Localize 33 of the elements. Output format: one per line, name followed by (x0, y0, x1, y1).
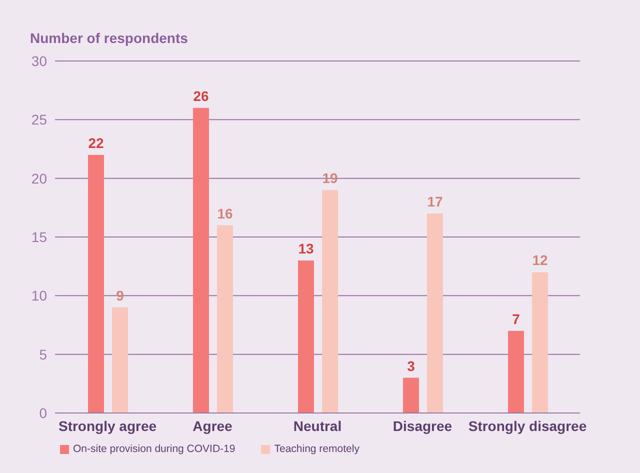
bar (88, 154, 104, 413)
x-tick-label: Disagree (392, 418, 452, 434)
data-label: 17 (427, 194, 443, 210)
bar (217, 225, 233, 413)
bar (322, 190, 338, 413)
x-tick-label: Strongly agree (58, 418, 157, 434)
y-tick-label: 15 (31, 228, 48, 245)
bar (427, 214, 443, 413)
chart-title: Number of respondents (30, 30, 188, 46)
bar (532, 272, 548, 413)
bar (403, 378, 419, 413)
y-tick-label: 25 (31, 112, 48, 128)
legend-label: Teaching remotely (274, 443, 360, 455)
x-tick-label: Agree (192, 418, 233, 434)
data-label: 12 (532, 252, 548, 268)
y-tick-label: 5 (39, 346, 48, 362)
x-tick-label: Neutral (293, 418, 342, 434)
data-label: 7 (512, 310, 520, 327)
y-tick-label: 30 (31, 52, 48, 69)
bar (193, 108, 209, 413)
bar (508, 330, 524, 413)
bar (112, 307, 128, 413)
data-label: 3 (407, 358, 416, 374)
data-label: 13 (298, 240, 314, 256)
bar (298, 260, 314, 413)
x-tick-label: Strongly disagree (468, 418, 587, 434)
y-tick-label: 10 (31, 288, 48, 304)
data-label: 22 (88, 134, 104, 151)
legend-label: On-site provision during COVID-19 (73, 443, 236, 455)
data-label: 16 (217, 205, 233, 222)
y-tick-label: 20 (31, 170, 48, 186)
y-tick-label: 0 (39, 404, 48, 421)
data-label: 26 (193, 88, 209, 104)
